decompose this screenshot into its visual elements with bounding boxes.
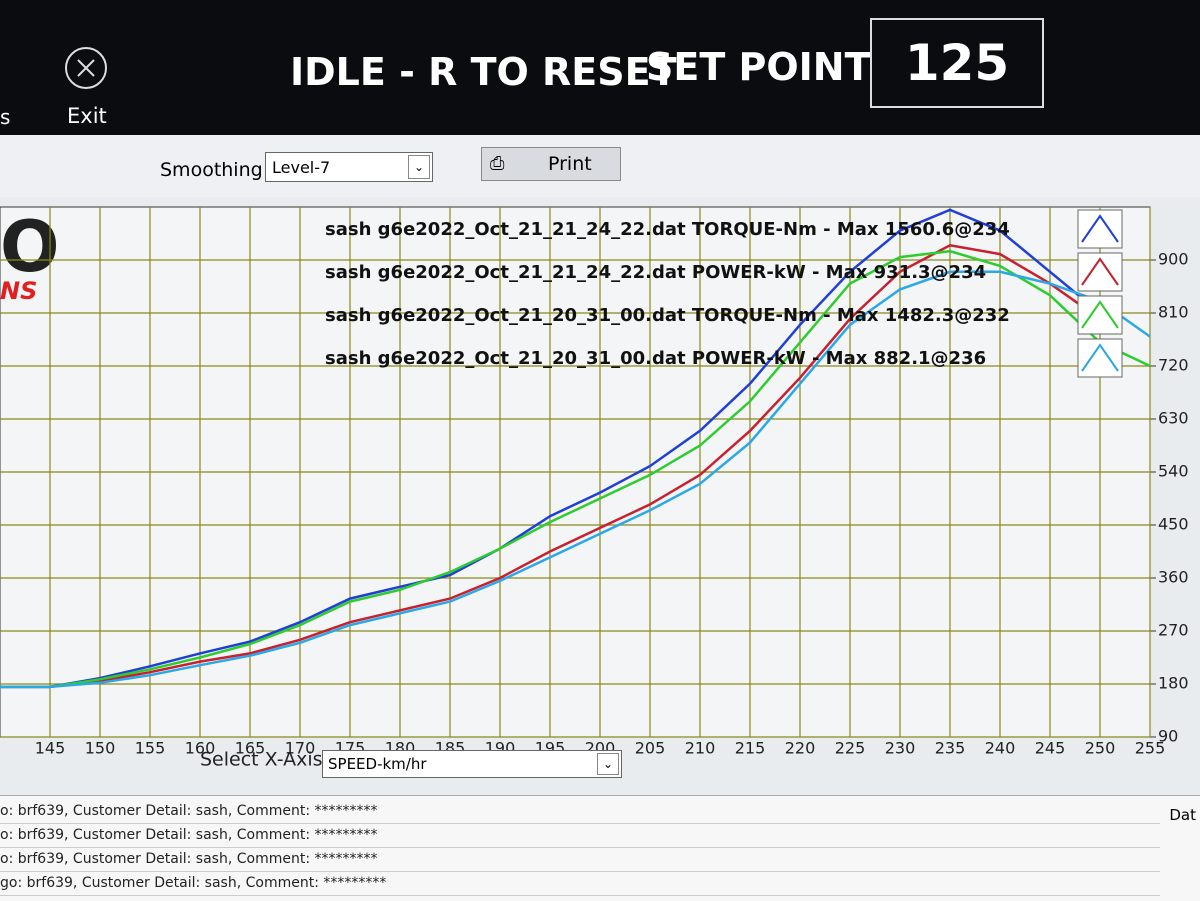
legend-label: sash g6e2022_Oct_21_20_31_00.dat POWER-k… — [325, 348, 986, 369]
x-tick-label: 250 — [1085, 739, 1116, 758]
legend-icon — [1081, 343, 1119, 372]
x-tick-label: 210 — [685, 739, 716, 758]
legend-label: sash g6e2022_Oct_21_20_31_00.dat TORQUE-… — [325, 305, 1010, 326]
logo-sub: NS — [0, 277, 37, 305]
print-label: Print — [548, 153, 592, 175]
x-axis-value: SPEED-km/hr — [328, 755, 427, 773]
y-tick-label: 720 — [1158, 356, 1189, 375]
set-point-label: SET POINT — [646, 45, 871, 89]
log-row[interactable]: o: brf639, Customer Detail: sash, Commen… — [0, 800, 1160, 824]
series-line — [0, 270, 1151, 689]
smoothing-label: Smoothing — [160, 159, 263, 181]
x-tick-label: 160 — [185, 739, 216, 758]
legend-icon — [1081, 214, 1119, 243]
x-select-label: Select X-Axis — [200, 749, 323, 771]
exit-icon[interactable] — [63, 45, 109, 91]
x-tick-label: 245 — [1035, 739, 1066, 758]
y-tick-label: 900 — [1158, 250, 1189, 269]
x-tick-label: 230 — [885, 739, 916, 758]
print-icon: ⎙ — [490, 153, 505, 174]
log-row[interactable]: o: brf639, Customer Detail: sash, Commen… — [0, 824, 1160, 848]
x-tick-label: 145 — [35, 739, 66, 758]
legend-icon — [1081, 257, 1119, 286]
x-axis-select[interactable]: SPEED-km/hr ⌄ — [322, 750, 622, 778]
x-tick-label: 205 — [635, 739, 666, 758]
x-tick-label: 165 — [235, 739, 266, 758]
log-row[interactable]: go: brf639, Customer Detail: sash, Comme… — [0, 872, 1160, 896]
y-tick-label: 270 — [1158, 621, 1189, 640]
dropdown-arrow[interactable]: ⌄ — [597, 753, 619, 775]
y-tick-label: 540 — [1158, 462, 1189, 481]
smoothing-value: Level-7 — [272, 158, 331, 177]
log-row[interactable]: o: brf639, Customer Detail: sash, Commen… — [0, 848, 1160, 872]
log-header: Dat — [1169, 806, 1196, 824]
series-line — [0, 249, 1151, 689]
series-line — [0, 243, 1101, 689]
chart: O NS Select X-Axis 901802703604505406307… — [0, 206, 1189, 771]
toolbar: Smoothing Level-7 ⌄ ⎙ Print — [0, 135, 1200, 197]
y-tick-label: 450 — [1158, 515, 1189, 534]
x-tick-label: 155 — [135, 739, 166, 758]
status: IDLE - R TO RESET — [290, 50, 677, 94]
x-tick-label: 170 — [285, 739, 316, 758]
series-line — [0, 208, 1101, 689]
legend-label: sash g6e2022_Oct_21_21_24_22.dat TORQUE-… — [325, 219, 1010, 240]
set-point-value: 125 — [870, 18, 1044, 108]
x-tick-label: 235 — [935, 739, 966, 758]
header: s Exit IDLE - R TO RESET SET POINT 125 — [0, 0, 1200, 135]
legend-label: sash g6e2022_Oct_21_21_24_22.dat POWER-k… — [325, 262, 986, 283]
exit-label[interactable]: Exit — [67, 104, 107, 128]
x-tick-label: 150 — [85, 739, 116, 758]
cut-label: s — [0, 105, 11, 129]
y-tick-label: 180 — [1158, 674, 1189, 693]
log-table: Dat o: brf639, Customer Detail: sash, Co… — [0, 795, 1200, 901]
x-tick-label: 220 — [785, 739, 816, 758]
log-rows: o: brf639, Customer Detail: sash, Commen… — [0, 796, 1160, 896]
x-tick-label: 215 — [735, 739, 766, 758]
print-button[interactable]: ⎙ Print — [481, 147, 621, 181]
y-tick-label: 360 — [1158, 568, 1189, 587]
x-tick-label: 240 — [985, 739, 1016, 758]
legend-icon — [1081, 300, 1119, 329]
y-tick-label: 810 — [1158, 303, 1189, 322]
y-tick-label: 630 — [1158, 409, 1189, 428]
smoothing-select[interactable]: Level-7 ⌄ — [265, 152, 433, 182]
dropdown-arrow[interactable]: ⌄ — [408, 155, 430, 179]
y-tick-label: 90 — [1158, 727, 1178, 746]
x-tick-label: 225 — [835, 739, 866, 758]
x-tick-label: 255 — [1135, 739, 1166, 758]
